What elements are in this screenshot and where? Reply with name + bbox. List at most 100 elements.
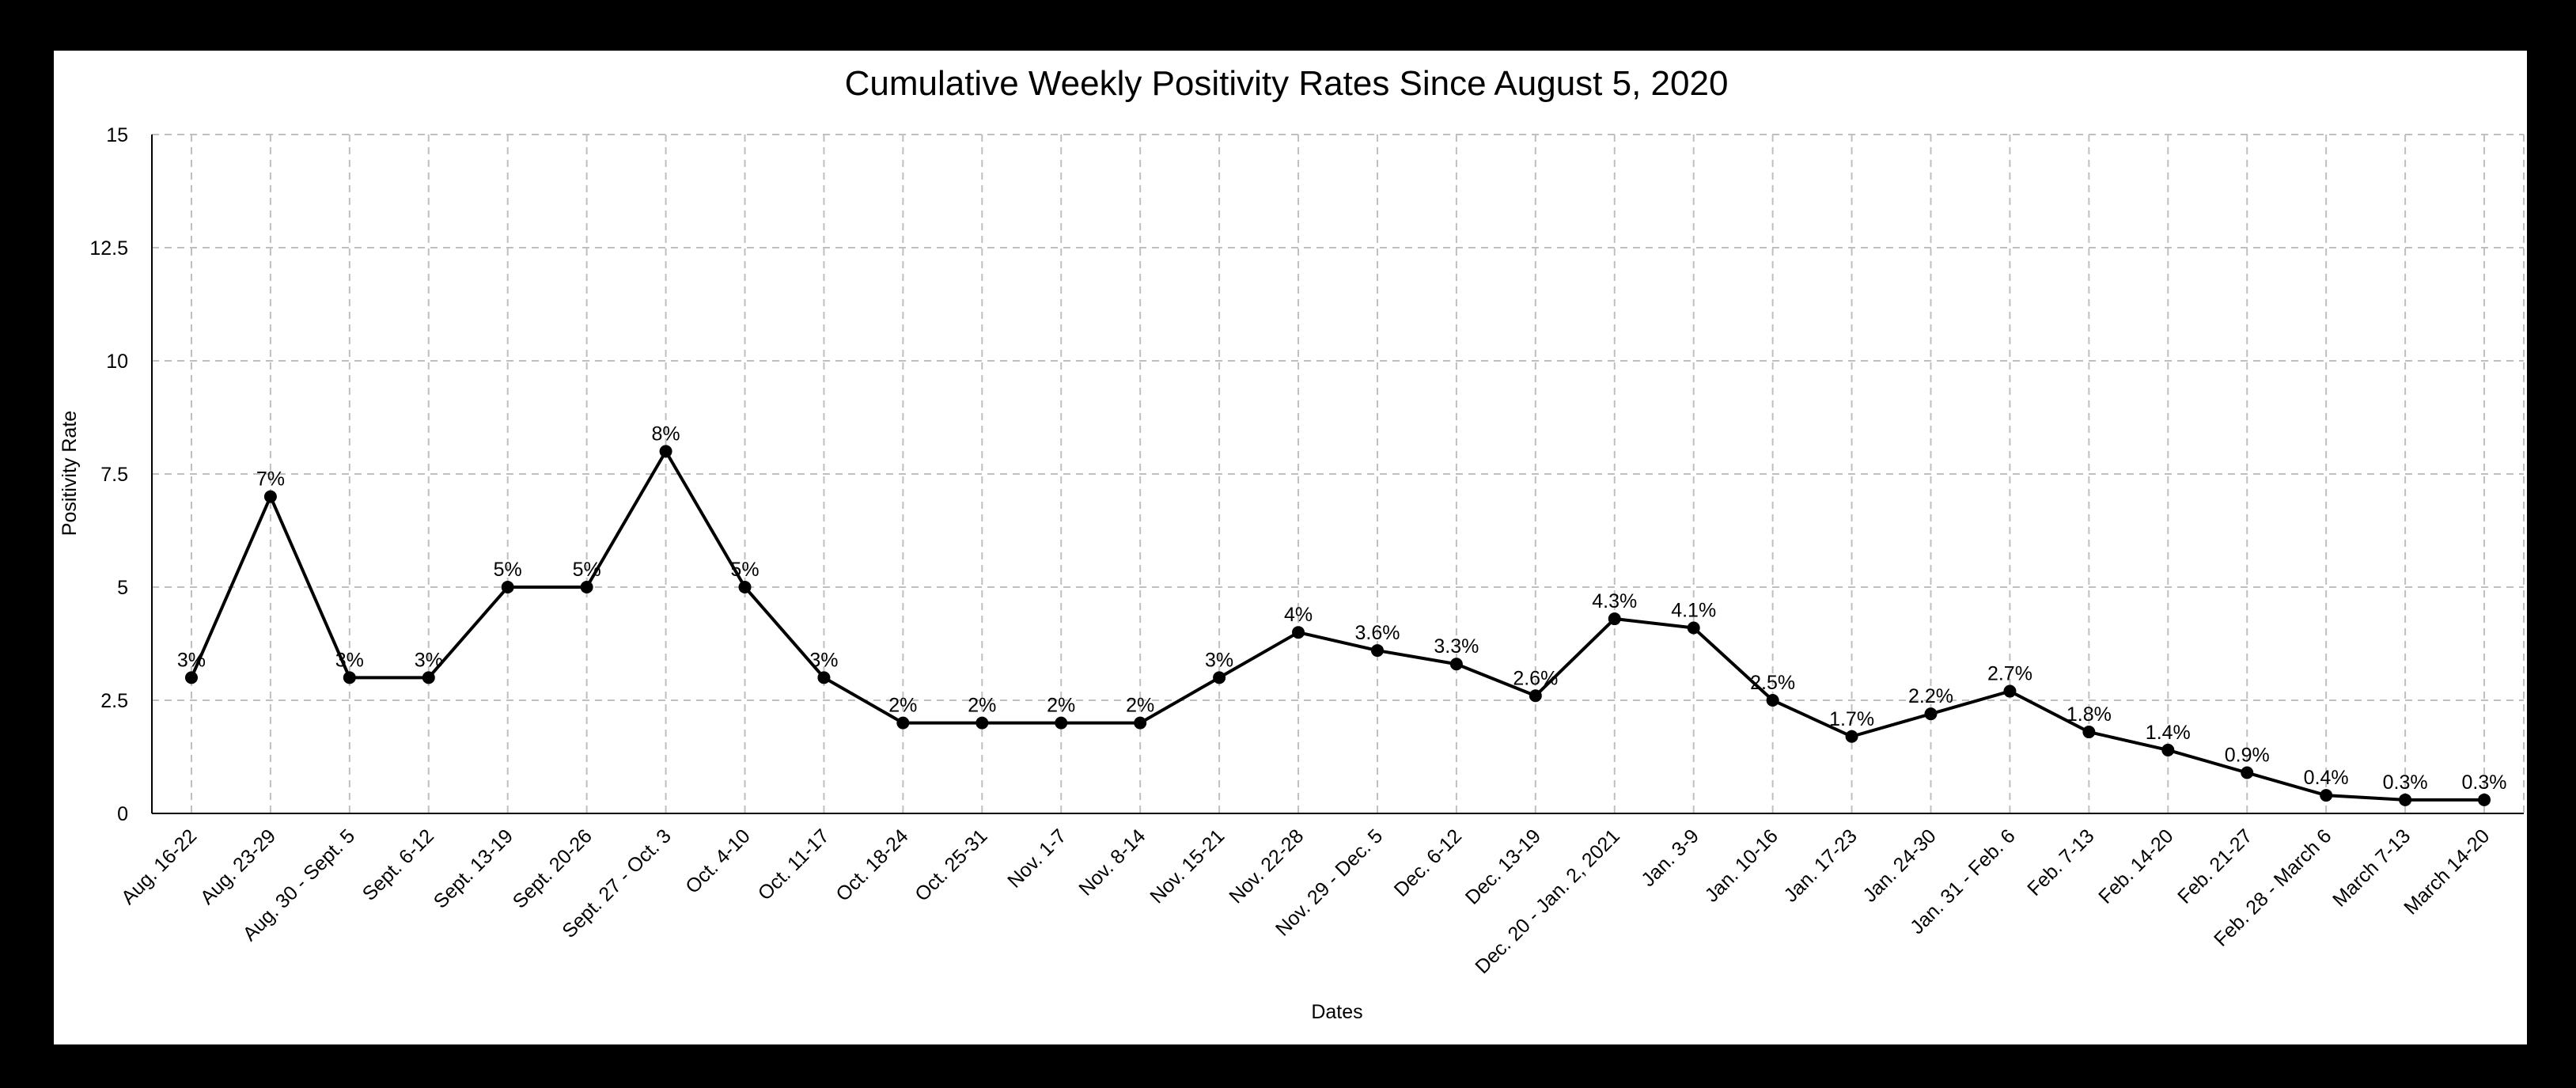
x-tick-label: Oct. 18-24 [832,825,912,905]
x-tick-label: Nov. 22-28 [1225,825,1308,908]
data-label: 2% [1047,695,1075,717]
x-tick-label: Jan. 24-30 [1858,825,1940,906]
data-label: 2% [968,695,996,717]
y-tick-label: 7.5 [100,464,128,486]
data-label: 3.6% [1354,622,1400,644]
data-point [1370,644,1384,658]
series-line-path [190,449,2485,802]
x-tick-label: Aug. 16-22 [117,825,201,908]
x-tick-label: Oct. 4-10 [681,825,755,898]
data-label: 4.3% [1592,590,1637,612]
data-label: 0.4% [2304,767,2349,789]
y-tick-label: 2.5 [100,690,128,712]
data-point [659,445,672,458]
data-label: 3% [335,649,364,671]
x-tick-label: Oct. 11-17 [754,825,834,904]
data-label: 3% [809,649,838,671]
data-point [580,581,593,593]
x-tick-label: Dec. 6-12 [1390,825,1466,900]
x-tick-label: March 7-13 [2328,825,2415,911]
x-tick-label: Sept. 13-19 [430,825,517,912]
data-label: 3.3% [1434,635,1479,658]
y-axis-label: Positivity Rate [59,411,81,536]
x-tick-label: Jan. 3-9 [1637,825,1703,891]
data-point [2161,743,2175,756]
y-tick-labels: 0 2.5 5 7.5 10 12.5 15 [89,124,128,825]
chart-title: Cumulative Weekly Positivity Rates Since… [845,64,1729,103]
gridlines [152,134,2525,813]
data-point [2478,793,2491,806]
data-label: 1.8% [2066,703,2112,726]
data-point [975,716,989,730]
y-tick-label: 12.5 [89,237,128,260]
x-tick-label: Nov. 15-21 [1146,825,1229,908]
data-label: 8% [651,423,680,445]
data-label: 0.3% [2383,771,2428,794]
x-tick-label: Dec. 20 - Jan. 2, 2021 [1471,825,1624,978]
chart-panel [54,51,2527,1044]
y-tick-label: 5 [117,577,128,599]
data-label: 1.7% [1829,708,1874,730]
data-label: 3% [415,649,443,671]
series-line [190,449,2485,802]
data-point [1924,707,1938,721]
data-label: 2.7% [1987,663,2032,685]
data-label: 0.3% [2462,771,2507,794]
axes [151,135,2524,814]
x-tick-label: Sept. 20-26 [509,825,597,912]
data-point [2082,726,2096,739]
x-tick-label: Jan. 17-23 [1779,825,1861,906]
data-point [1608,612,1621,626]
data-point [422,671,435,684]
data-point [184,671,198,684]
x-tick-label: March 14-20 [2400,825,2494,919]
data-point [738,581,752,593]
data-point [1055,716,1068,730]
x-tick-label: Aug. 23-29 [196,825,280,908]
data-label: 4% [1284,604,1313,626]
data-points [184,445,2491,806]
data-label: 5% [494,559,522,581]
data-label: 0.9% [2225,745,2270,767]
data-point [1766,694,1779,707]
data-label: 5% [573,559,601,581]
x-tick-label: Feb. 14-20 [2094,825,2177,908]
x-tick-label: Dec. 13-19 [1461,825,1545,908]
data-point [817,671,831,684]
x-tick-label: Oct. 25-31 [911,825,991,905]
data-point [343,671,356,684]
data-label: 7% [256,468,285,491]
y-tick-label: 15 [106,124,128,146]
data-label: 5% [730,559,759,581]
data-label: 2% [1126,695,1154,717]
y-tick-label: 10 [106,351,128,373]
x-tick-label: Feb. 21-27 [2173,825,2256,908]
x-tick-label: Sept. 6-12 [358,825,438,904]
data-point [1845,730,1858,743]
data-label: 3% [177,649,206,671]
x-tick-label: Nov. 8-14 [1074,825,1150,900]
data-point [1687,621,1700,635]
data-label: 2.6% [1513,667,1558,689]
data-label: 2.5% [1750,672,1795,694]
data-point [2320,789,2333,802]
data-point [1292,626,1305,639]
data-point [501,581,514,593]
x-tick-label: Jan. 10-16 [1701,825,1782,906]
data-label: 2.2% [1908,685,1953,707]
x-tick-label: Feb. 7-13 [2023,825,2098,900]
data-label: 4.1% [1671,599,1716,621]
data-point [896,716,910,730]
data-label: 3% [1205,649,1233,671]
data-point [2399,793,2412,806]
x-tick-label: Nov. 1-7 [1003,825,1070,892]
y-tick-label: 0 [117,803,128,825]
data-point [1529,689,1542,703]
data-label: 1.4% [2146,722,2191,744]
data-label: 2% [888,695,917,717]
data-point [1134,716,1147,730]
data-point [1449,658,1463,671]
x-axis-label: Dates [1311,1001,1362,1023]
